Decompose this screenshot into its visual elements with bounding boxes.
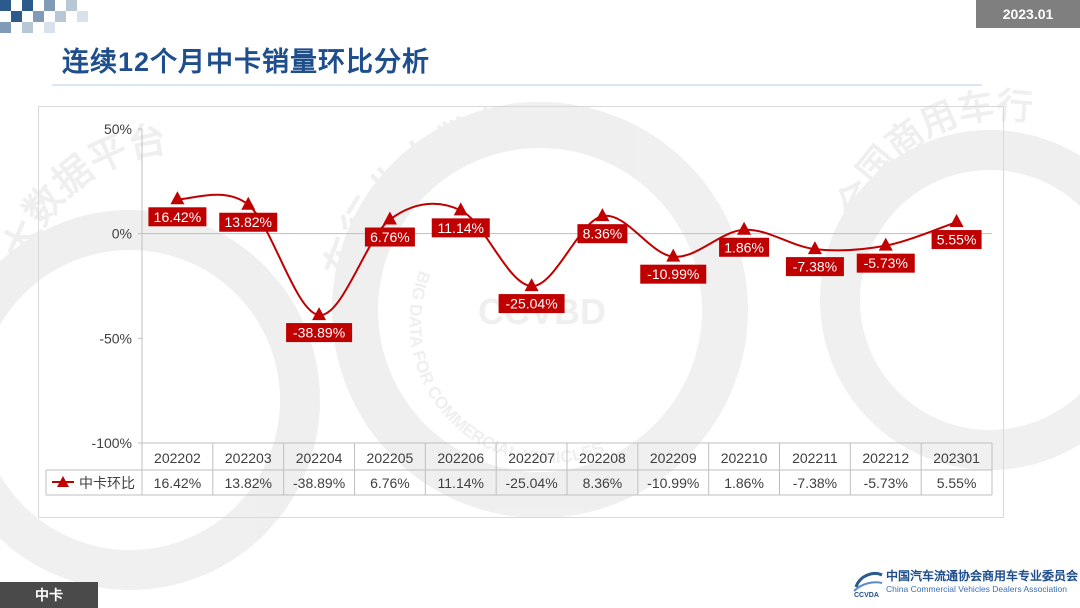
x-tick-label: 202210 bbox=[721, 450, 768, 466]
data-point-marker bbox=[453, 202, 468, 216]
legend-label: 中卡环比 bbox=[79, 475, 135, 491]
series-line bbox=[177, 193, 957, 317]
data-label-box bbox=[219, 212, 278, 232]
corner-decoration bbox=[0, 0, 88, 33]
table-cell-value: 8.36% bbox=[583, 475, 623, 491]
data-label-box bbox=[719, 237, 770, 257]
data-label-box bbox=[856, 253, 915, 273]
association-logo: CCVDA 中国汽车流通协会商用车专业委员会 China Commercial … bbox=[852, 566, 1078, 600]
y-tick-label: 0% bbox=[112, 226, 132, 242]
data-label: 11.14% bbox=[438, 220, 484, 236]
y-tick-label: -100% bbox=[92, 435, 132, 451]
logo-text: CCVDA bbox=[854, 592, 879, 599]
data-label-box bbox=[431, 218, 490, 238]
x-tick-label: 202301 bbox=[933, 450, 980, 466]
data-label: 13.82% bbox=[225, 214, 272, 230]
title-divider bbox=[52, 84, 982, 86]
x-tick-label: 202212 bbox=[862, 450, 909, 466]
x-tick-label: 202209 bbox=[650, 450, 697, 466]
x-tick-label: 202202 bbox=[154, 450, 201, 466]
data-label-box bbox=[498, 294, 565, 314]
y-tick-label: 50% bbox=[104, 121, 132, 137]
chart-frame bbox=[38, 106, 1004, 518]
data-label: 1.86% bbox=[724, 239, 764, 255]
data-point-marker bbox=[382, 211, 397, 225]
data-label: 8.36% bbox=[583, 226, 623, 242]
legend-triangle-marker bbox=[57, 476, 69, 487]
data-label-box bbox=[364, 227, 415, 247]
data-point-marker bbox=[241, 196, 256, 210]
table-cell-value: 11.14% bbox=[438, 475, 484, 491]
report-date-tab: 2023.01 bbox=[976, 0, 1080, 28]
table-cell-value: 16.42% bbox=[154, 475, 201, 491]
x-tick-label: 202206 bbox=[437, 450, 484, 466]
x-tick-label: 202211 bbox=[792, 450, 838, 466]
data-label: -38.89% bbox=[293, 325, 345, 341]
x-tick-label: 202204 bbox=[296, 450, 343, 466]
data-label-box bbox=[286, 323, 353, 343]
table-cell-value: -5.73% bbox=[864, 475, 908, 491]
data-label: 16.42% bbox=[154, 209, 201, 225]
data-point-marker bbox=[595, 208, 610, 222]
data-label-box bbox=[640, 264, 707, 284]
data-label: -25.04% bbox=[506, 296, 558, 312]
table-cell-value: -7.38% bbox=[793, 475, 837, 491]
x-tick-label: 202203 bbox=[225, 450, 272, 466]
x-tick-label: 202205 bbox=[367, 450, 414, 466]
ccvda-logo-icon: CCVDA bbox=[853, 572, 883, 599]
data-point-marker bbox=[807, 241, 822, 255]
data-point-marker bbox=[524, 278, 539, 292]
page-title: 连续12个月中卡销量环比分析 bbox=[62, 47, 431, 77]
table-cell-value: 6.76% bbox=[370, 475, 410, 491]
data-label: -5.73% bbox=[864, 255, 908, 271]
table-cell-value: 13.82% bbox=[225, 475, 272, 491]
x-tick-label: 202207 bbox=[508, 450, 555, 466]
data-point-marker bbox=[949, 214, 964, 228]
footer-tab: 中卡 bbox=[0, 582, 98, 608]
org-name-english: China Commercial Vehicles Dealers Associ… bbox=[886, 584, 1067, 594]
table-cell-value: -10.99% bbox=[647, 475, 699, 491]
table-cell-value: -25.04% bbox=[506, 475, 558, 491]
data-label-box bbox=[785, 257, 844, 277]
table-cell-value: -38.89% bbox=[293, 475, 345, 491]
y-tick-label: -50% bbox=[99, 330, 132, 346]
data-label: 6.76% bbox=[370, 229, 410, 245]
data-point-marker bbox=[878, 237, 893, 251]
org-name-chinese: 中国汽车流通协会商用车专业委员会 bbox=[886, 569, 1079, 583]
data-label-box bbox=[577, 224, 628, 244]
data-label: 5.55% bbox=[937, 232, 977, 248]
x-tick-label: 202208 bbox=[579, 450, 626, 466]
data-label: -7.38% bbox=[793, 259, 837, 275]
data-point-marker bbox=[312, 307, 327, 321]
table-cell-value: 5.55% bbox=[937, 475, 977, 491]
data-label: -10.99% bbox=[647, 266, 699, 282]
data-point-marker bbox=[170, 191, 185, 205]
table-cell-value: 1.86% bbox=[724, 475, 764, 491]
data-label-box bbox=[931, 230, 982, 250]
data-label-box bbox=[148, 207, 207, 227]
data-point-marker bbox=[737, 221, 752, 235]
data-point-marker bbox=[666, 248, 681, 262]
